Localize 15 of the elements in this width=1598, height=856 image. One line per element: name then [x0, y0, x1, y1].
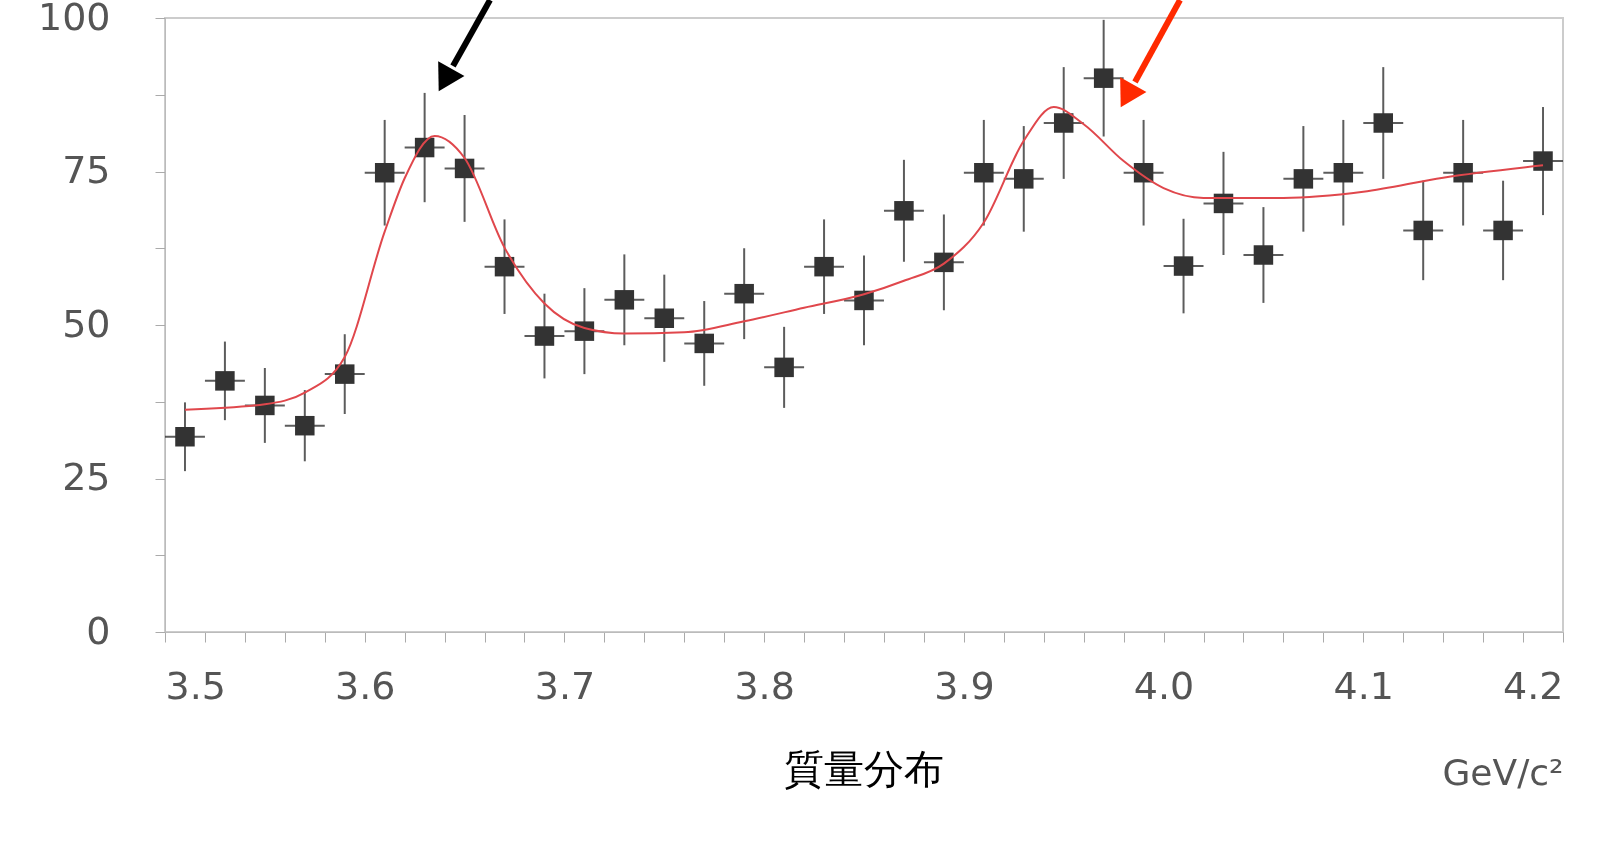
text: 質量分布 — [784, 746, 944, 792]
y-tick-label: 75 — [62, 148, 111, 192]
y-tick-label: 100 — [37, 0, 111, 39]
x-tick-label: 3.9 — [934, 663, 995, 708]
x-tick-label: 3.5 — [165, 663, 226, 708]
x-tick-label: 4.0 — [1133, 663, 1195, 708]
x-tick-label: 4.2 — [1503, 663, 1564, 708]
x-axis-title: GeV/c² — [1442, 751, 1564, 793]
x-tick-label: 3.6 — [335, 663, 396, 708]
x-tick-label: 4.1 — [1333, 663, 1394, 708]
x-tick-label: 3.8 — [734, 663, 795, 708]
x-tick-label: 3.7 — [534, 663, 596, 708]
y-tick-label: 0 — [86, 608, 111, 653]
y-tick-label: 50 — [62, 301, 111, 346]
y-tick-label: 25 — [62, 455, 111, 499]
